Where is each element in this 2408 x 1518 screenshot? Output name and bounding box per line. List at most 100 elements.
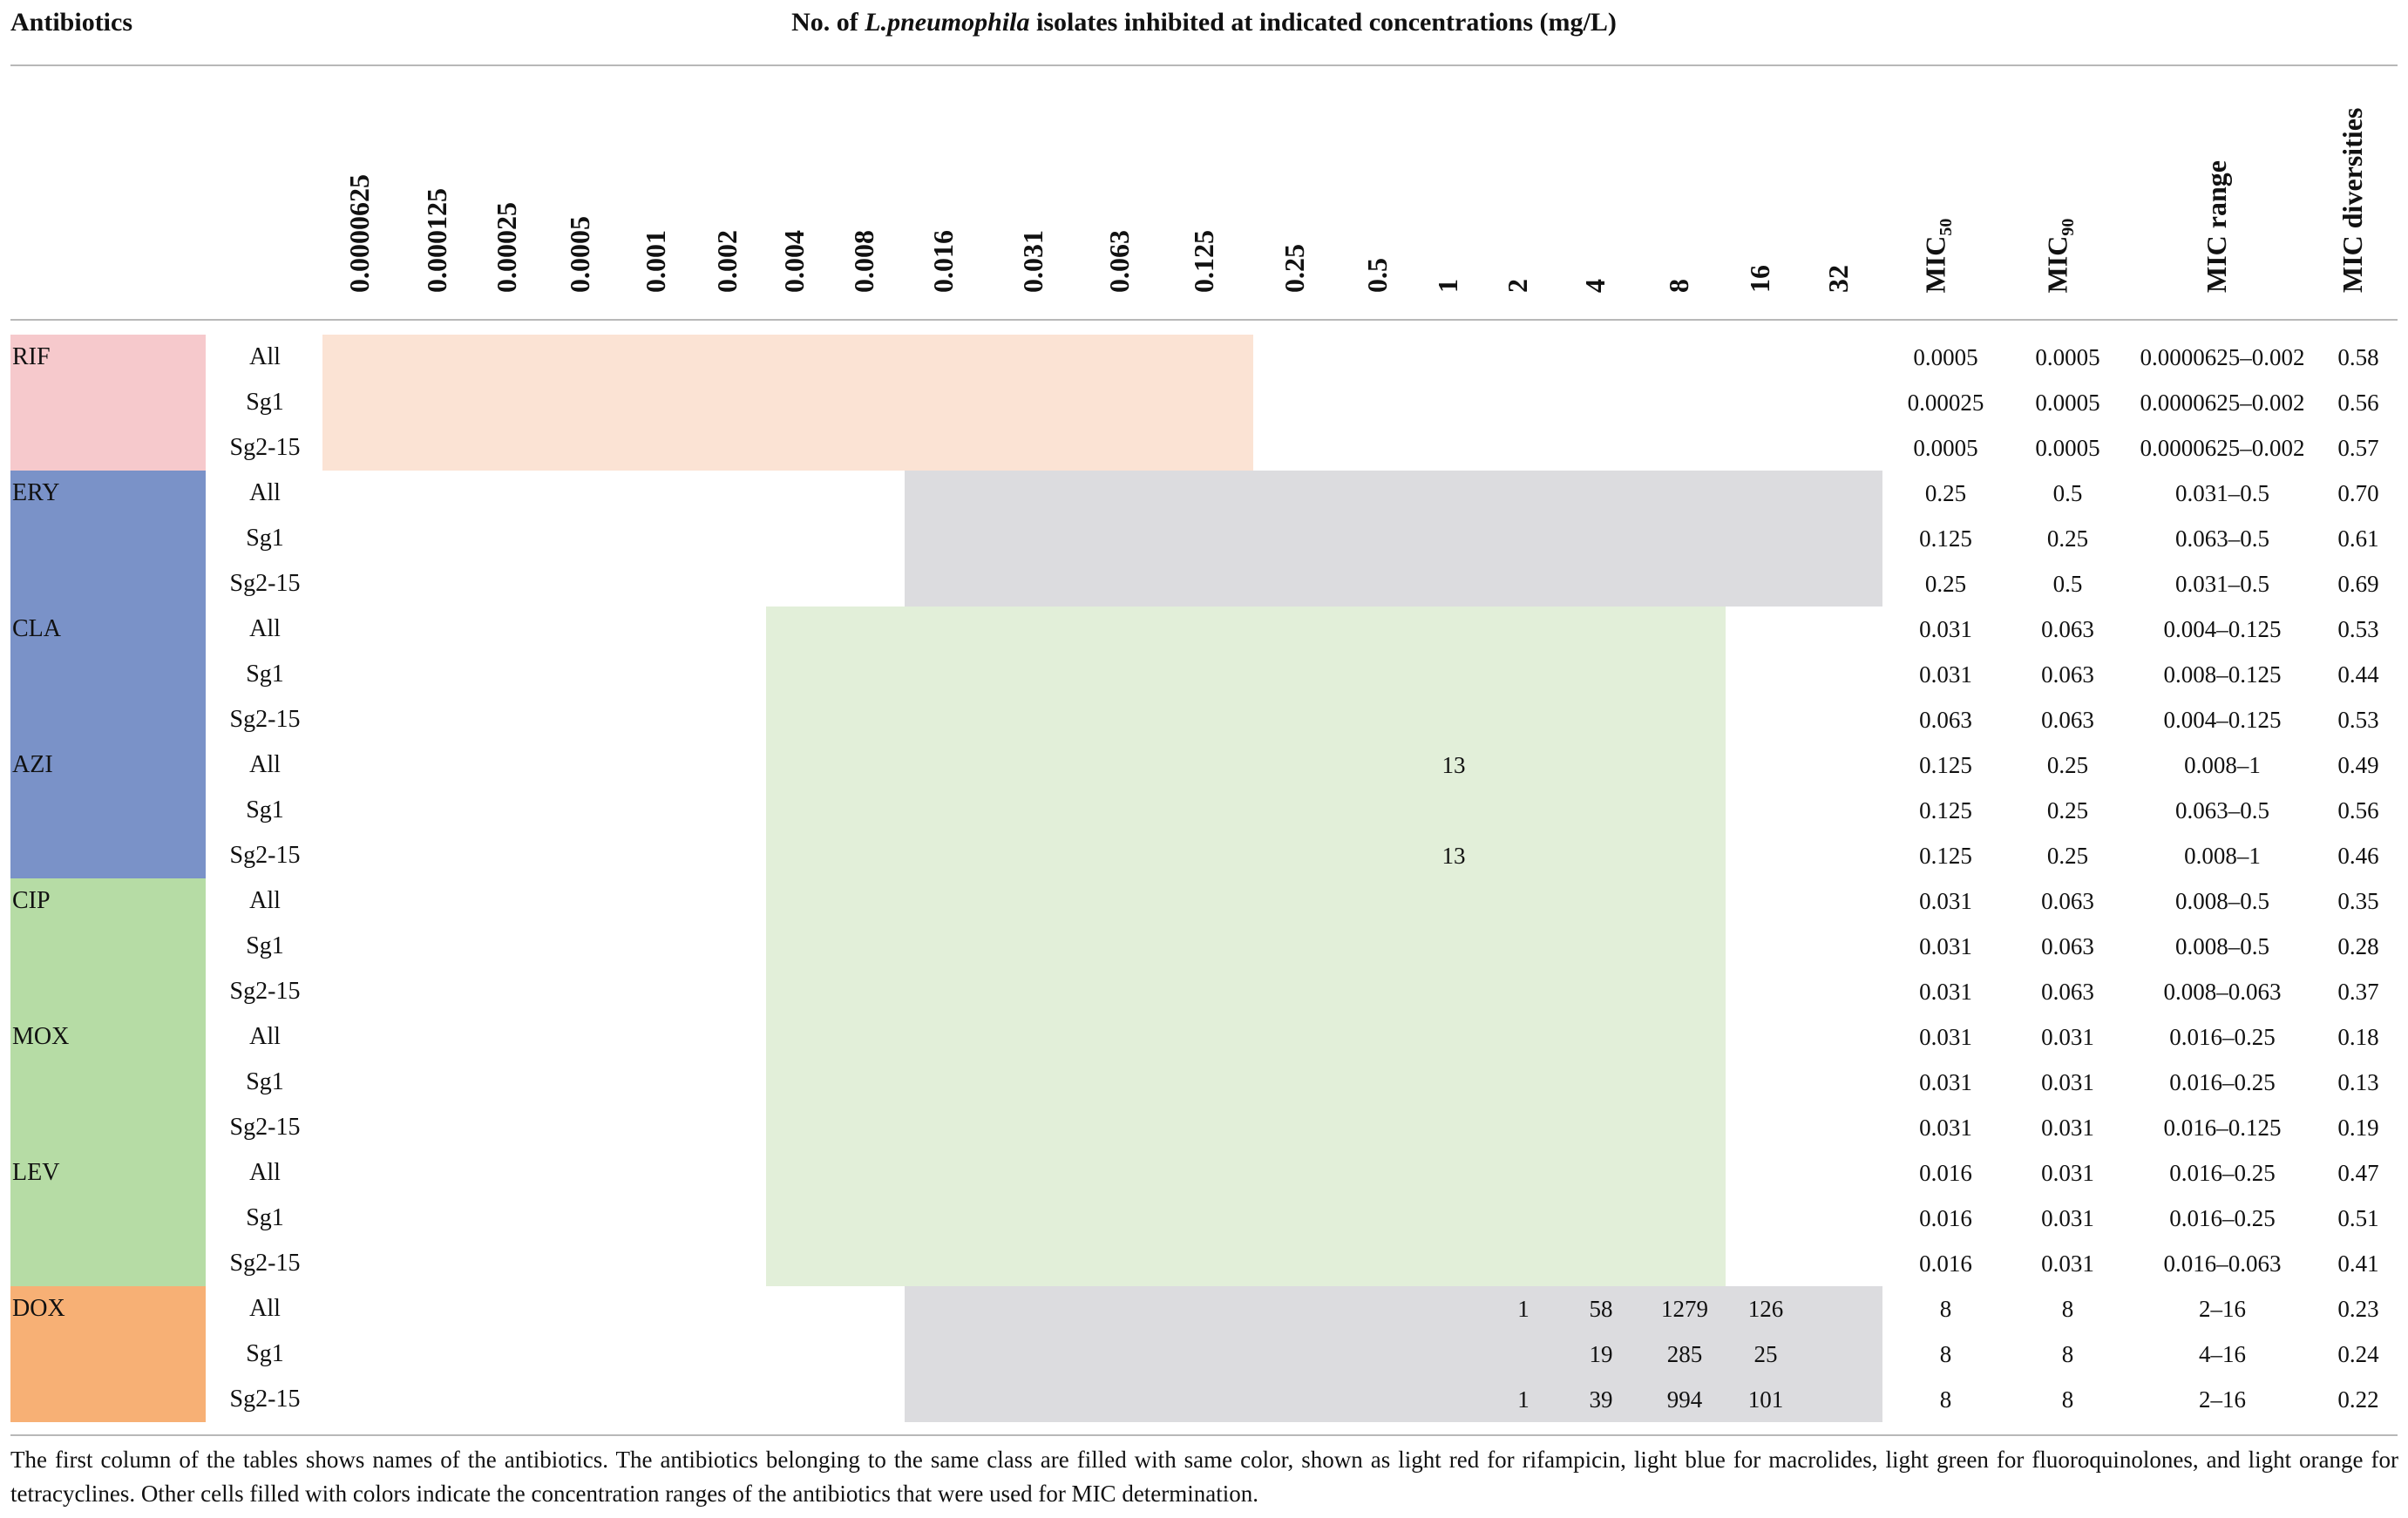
group-label: Sg1 [246,932,284,959]
count-cell [1166,516,1253,561]
count-cell [1346,878,1419,924]
count-cell [994,1105,1083,1150]
div-cell: 0.41 [2337,1250,2379,1277]
div-cell: 0.51 [2337,1205,2379,1231]
count-cell [834,833,905,878]
antibiotic-mox: MOX [10,1014,206,1150]
conc-header: 0.125 [1188,230,1219,293]
table-title: No. of L.pneumophila isolates inhibited … [0,7,2408,38]
group-label: All [249,479,281,506]
count-cell: 126 [1747,1296,1784,1322]
antibiotic-azi: AZI [10,742,206,878]
range-cell: 0.031–0.5 [2175,480,2269,506]
mic90-cell: 0.063 [2041,661,2094,688]
count-cell [478,425,547,471]
div-cell: 0.58 [2337,344,2379,370]
range-cell: 0.0000625–0.002 [2140,435,2305,461]
group-label: All [249,1159,281,1186]
count-cell [478,335,547,380]
mic90-cell: 0.25 [2046,797,2089,823]
count-cell [322,335,408,380]
range-cell: 0.016–0.25 [2169,1160,2276,1186]
count-cell [1166,1196,1253,1241]
count-cell: 58 [1589,1296,1613,1322]
count-cell [1083,833,1166,878]
count-cell [1166,833,1253,878]
count-cell [994,1014,1083,1060]
count-cell [1166,561,1253,607]
range-cell: 0.008–1 [2184,843,2261,869]
range-cell: 0.008–0.063 [2163,979,2282,1005]
mic50-cell: 0.0005 [1913,435,1978,461]
group-label: Sg1 [246,1340,284,1367]
count-cell [1083,1105,1166,1150]
group-label: Sg1 [246,525,284,552]
conc-header: 0.063 [1102,230,1135,293]
count-cell [1083,878,1166,924]
group-label: Sg1 [246,661,284,688]
count-cell: 101 [1747,1386,1784,1413]
range-cell: 0.008–0.125 [2163,661,2282,688]
count-cell [1253,742,1346,788]
count-cell [834,924,905,969]
range-cell: 0.016–0.125 [2163,1115,2282,1141]
conc-header: 32 [1822,265,1854,293]
div-cell: 0.35 [2337,888,2379,914]
mic50-cell: 0.031 [1919,1069,1972,1095]
range-cell: 0.008–0.5 [2175,888,2269,914]
count-cell [1166,924,1253,969]
div-cell: 0.69 [2337,571,2379,597]
mic50-cell: 0.125 [1919,525,1972,552]
count-cell [1253,1196,1346,1241]
div-cell: 0.28 [2337,933,2379,959]
count-cell [1083,969,1166,1014]
group-label: All [249,1295,281,1322]
group-label: All [249,343,281,370]
div-cell: 0.24 [2337,1341,2379,1367]
mic50-header: MIC50 [1919,218,1956,293]
mic50-cell: 0.125 [1919,843,1972,869]
count-cell [1083,607,1166,652]
count-cell [1083,471,1166,516]
mic90-cell: 0.25 [2046,752,2089,778]
mic50-cell: 0.031 [1919,979,1972,1005]
range-band [905,471,1882,607]
count-cell [408,425,478,471]
conc-header: 4 [1579,279,1611,293]
count-cell [905,833,994,878]
count-cell [322,425,408,471]
count-cell [994,652,1083,697]
mic90-cell: 0.031 [2041,1250,2094,1277]
count-cell [700,380,766,425]
conc-header: 2 [1502,279,1533,293]
conc-header: 0.004 [778,230,810,293]
count-cell [322,380,408,425]
mic90-cell: 0.063 [2041,933,2094,959]
count-cell [623,335,700,380]
range-cell: 0.016–0.25 [2169,1205,2276,1231]
count-cell [1166,1014,1253,1060]
div-cell: 0.61 [2337,525,2379,552]
count-cell [1083,788,1166,833]
count-cell [905,924,994,969]
count-cell [834,607,905,652]
header-rule [10,319,2398,321]
range-cell: 0.008–1 [2184,752,2261,778]
count-cell [1253,1060,1346,1105]
mic90-cell: 0.5 [2052,571,2083,597]
count-cell [1083,561,1166,607]
count-cell [994,561,1083,607]
count-cell [1083,652,1166,697]
group-label: Sg2-15 [229,570,301,597]
count-cell [905,969,994,1014]
mic50-cell: 8 [1939,1296,1952,1322]
count-cell [1253,516,1346,561]
count-cell [700,425,766,471]
count-cell [1083,1241,1166,1286]
count-cell [1253,1014,1346,1060]
conc-header: 0.25 [1278,244,1310,293]
count-cell [478,380,547,425]
div-cell: 0.23 [2337,1296,2379,1322]
count-cell [1166,788,1253,833]
div-cell: 0.70 [2337,480,2379,506]
